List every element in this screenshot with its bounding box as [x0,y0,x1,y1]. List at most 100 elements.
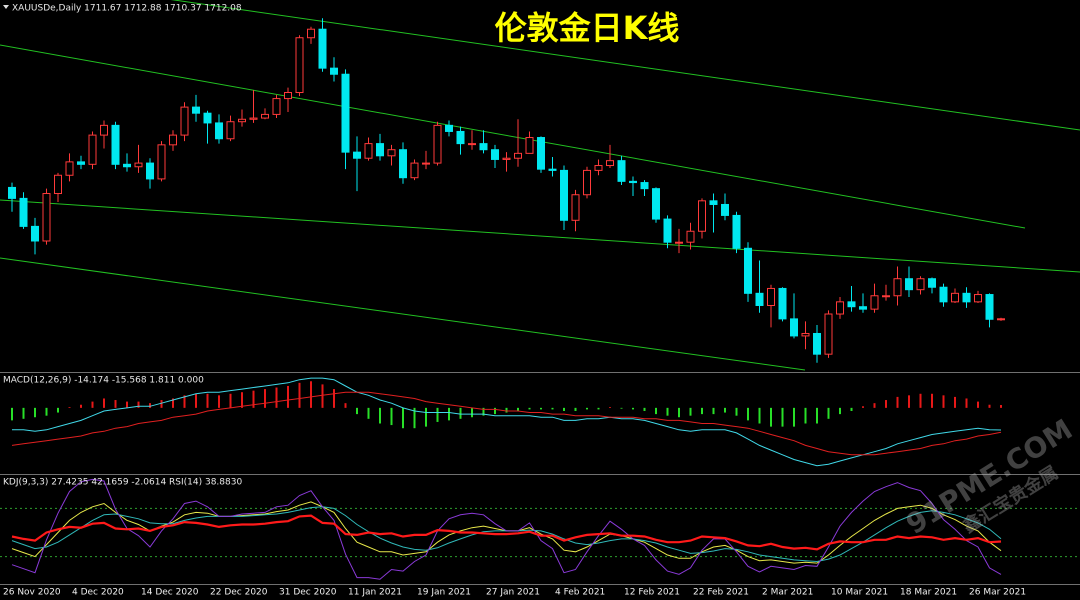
candle-body [169,134,177,146]
candle-body [997,318,1005,321]
candle-body [433,124,442,164]
candle-body [249,117,258,120]
candle-body [284,92,292,100]
histogram-bar [908,395,910,408]
candle-body [387,149,396,157]
candle-body [8,186,16,199]
histogram-bar [22,407,25,419]
x-tick-label: 10 Mar 2021 [831,588,888,598]
histogram-bar [678,407,680,418]
candle-body [65,161,74,176]
candle-body [951,292,959,303]
candle-body [445,124,453,132]
candle-body [180,106,189,136]
candle-body [295,37,304,93]
line [11,514,1002,551]
histogram-bar [839,407,841,415]
histogram-bar [712,407,715,415]
histogram-bar [103,398,105,408]
x-tick-label: 26 Nov 2020 [3,588,61,598]
candle-body [19,197,28,227]
candle-body [261,113,269,119]
candle-body [974,294,982,303]
histogram-bar [126,401,128,408]
line [11,391,1002,456]
candle-body [77,161,85,165]
menu-arrow [3,5,9,9]
histogram-bar [931,393,933,408]
x-tick-label: 27 Jan 2021 [486,588,540,598]
histogram-bar [954,396,956,408]
candle-body [985,294,994,320]
trend-line [0,257,806,371]
histogram-bar [747,407,749,421]
histogram-bar [977,401,979,408]
histogram-bar [172,398,174,408]
candle-body [318,28,327,69]
candle-body [859,306,867,310]
histogram-bar [149,403,151,408]
candle-body [675,241,683,244]
candle-body [905,278,913,291]
candle-body [893,278,902,297]
candle-body [755,292,764,306]
candle-body [307,28,315,39]
marks: 26 Nov 2020 4 Dec 2020 14 Dec 2020 22 Dec 2… [0,18,1080,598]
histogram-bar [988,404,991,408]
histogram-bar [816,407,818,424]
histogram-bar [781,407,784,427]
candle-body [663,218,672,243]
candle-body [548,168,557,171]
histogram-bar [942,395,945,408]
candle-body [54,174,62,195]
histogram-bar [758,407,761,424]
histogram-bar [356,407,358,415]
candle-body [721,203,729,216]
candle-body [468,143,476,146]
candle-body [272,98,281,115]
candle-body [399,149,407,179]
histogram-bar [183,395,186,408]
histogram-bar [68,407,71,408]
candle-body [824,313,833,355]
histogram-bar [597,407,600,410]
histogram-bar [45,407,48,416]
candle-body [732,214,741,249]
candle-body [939,286,948,303]
trend-line [170,0,1080,131]
histogram-bar [563,407,565,411]
candle-body [870,295,879,310]
x-tick-label: 19 Jan 2021 [417,588,471,598]
candle-body [226,121,235,140]
candle-body [652,188,660,220]
histogram-bar [586,407,588,410]
candle-body [560,169,568,221]
histogram-bar [862,406,864,408]
candle-body [778,287,787,320]
histogram-bar [344,403,347,408]
histogram-bar [448,407,450,421]
x-tick-label: 4 Feb 2021 [555,588,605,598]
histogram-bar [367,407,370,419]
candle-body [640,182,649,190]
trend-line [0,44,1026,229]
x-tick-label: 4 Dec 2020 [72,588,124,598]
candle-body [353,151,361,159]
x-tick-label: 11 Jan 2021 [348,588,402,598]
histogram-bar [252,390,255,408]
candle-body [376,143,384,157]
histogram-bar [643,407,646,411]
candle-body [537,137,545,170]
histogram-bar [850,407,853,411]
candle-body [686,230,695,243]
candle-body [698,200,706,232]
histogram-bar [57,407,59,413]
candle-body [836,301,844,315]
histogram-bar [1000,405,1002,408]
histogram-bar [425,407,427,427]
candle-body [962,292,971,303]
histogram-bar [689,407,692,416]
x-tick-label: 22 Dec 2020 [210,588,268,598]
candle-body [928,278,936,288]
candle-body [42,193,51,242]
